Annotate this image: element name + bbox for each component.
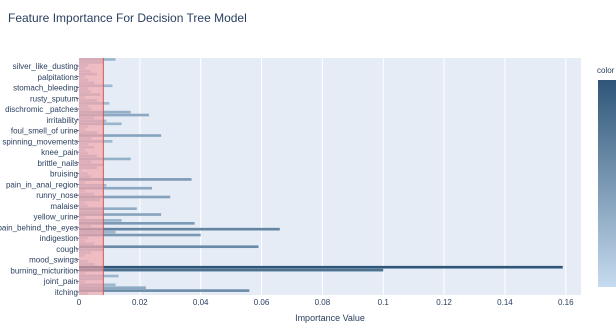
bar [79, 157, 131, 161]
x-tick-label: 0.02 [132, 298, 148, 307]
x-tick-label: 0.04 [193, 298, 209, 307]
bar [79, 113, 149, 117]
bar [79, 245, 259, 249]
bar [79, 110, 131, 114]
y-category-labels: itching joint_pain burning_micturitionmood… [0, 62, 79, 297]
bar [79, 265, 563, 269]
y-category-label: palpitations [38, 73, 78, 82]
y-category-label: foul_smell_of urine [11, 127, 79, 136]
y-category-label: malaise [50, 202, 78, 211]
y-category-label: indigestion [40, 234, 78, 243]
y-category-label: dischromic _patches [5, 105, 78, 114]
bar [79, 134, 162, 137]
y-category-label: silver_like_dusting [13, 62, 78, 71]
x-tick-labels: 0 0.02 0.04 0.06 0.08 0.1 0.12 0.14 0.16 [77, 298, 574, 307]
plot-area [79, 58, 581, 295]
y-category-label: mood_swings [29, 256, 78, 265]
x-tick-label: 0.16 [558, 298, 574, 307]
y-category-label: runny_nose [36, 191, 78, 200]
y-category-label: spinning_movements [2, 137, 78, 146]
highlight-band [79, 58, 104, 295]
bar [79, 195, 171, 199]
y-category-label: joint_pain [43, 277, 78, 286]
y-category-label: burning_micturition [10, 266, 78, 275]
bar [79, 227, 280, 231]
bar [79, 289, 250, 292]
x-tick-label: 0.12 [436, 298, 452, 307]
y-category-label: yellow_urine [34, 213, 79, 222]
y-category-label: stomach_bleeding [13, 84, 78, 93]
x-tick-label: 0.08 [315, 298, 331, 307]
x-tick-label: 0.14 [497, 298, 513, 307]
x-tick-label: 0 [77, 298, 82, 307]
colorbar [598, 80, 616, 287]
bar [79, 186, 153, 190]
y-category-label: irritability [46, 116, 78, 125]
y-category-label: bruising [50, 170, 78, 179]
x-tick-label: 0.06 [254, 298, 270, 307]
y-category-label: cough [56, 245, 78, 254]
bar [79, 233, 201, 237]
y-category-label: rusty_sputum [30, 94, 78, 103]
bar [79, 207, 137, 211]
x-tick-label: 0.1 [378, 298, 390, 307]
y-category-label: knee_pain [41, 148, 78, 157]
colorbar-title: color [597, 66, 615, 75]
y-category-label: pain_behind_the_eyes [0, 223, 78, 232]
chart-title: Feature Importance For Decision Tree Mod… [8, 11, 247, 25]
bar [79, 178, 192, 181]
y-category-label: pain_in_anal_region [6, 180, 78, 189]
bar [79, 213, 162, 216]
x-axis-title: Importance Value [295, 313, 365, 323]
bar [79, 221, 195, 225]
highlight-band-layer [79, 58, 104, 295]
bar [79, 268, 384, 272]
bar [79, 286, 146, 290]
y-category-label: itching [55, 288, 78, 297]
y-category-label: brittle_nails [38, 159, 78, 168]
